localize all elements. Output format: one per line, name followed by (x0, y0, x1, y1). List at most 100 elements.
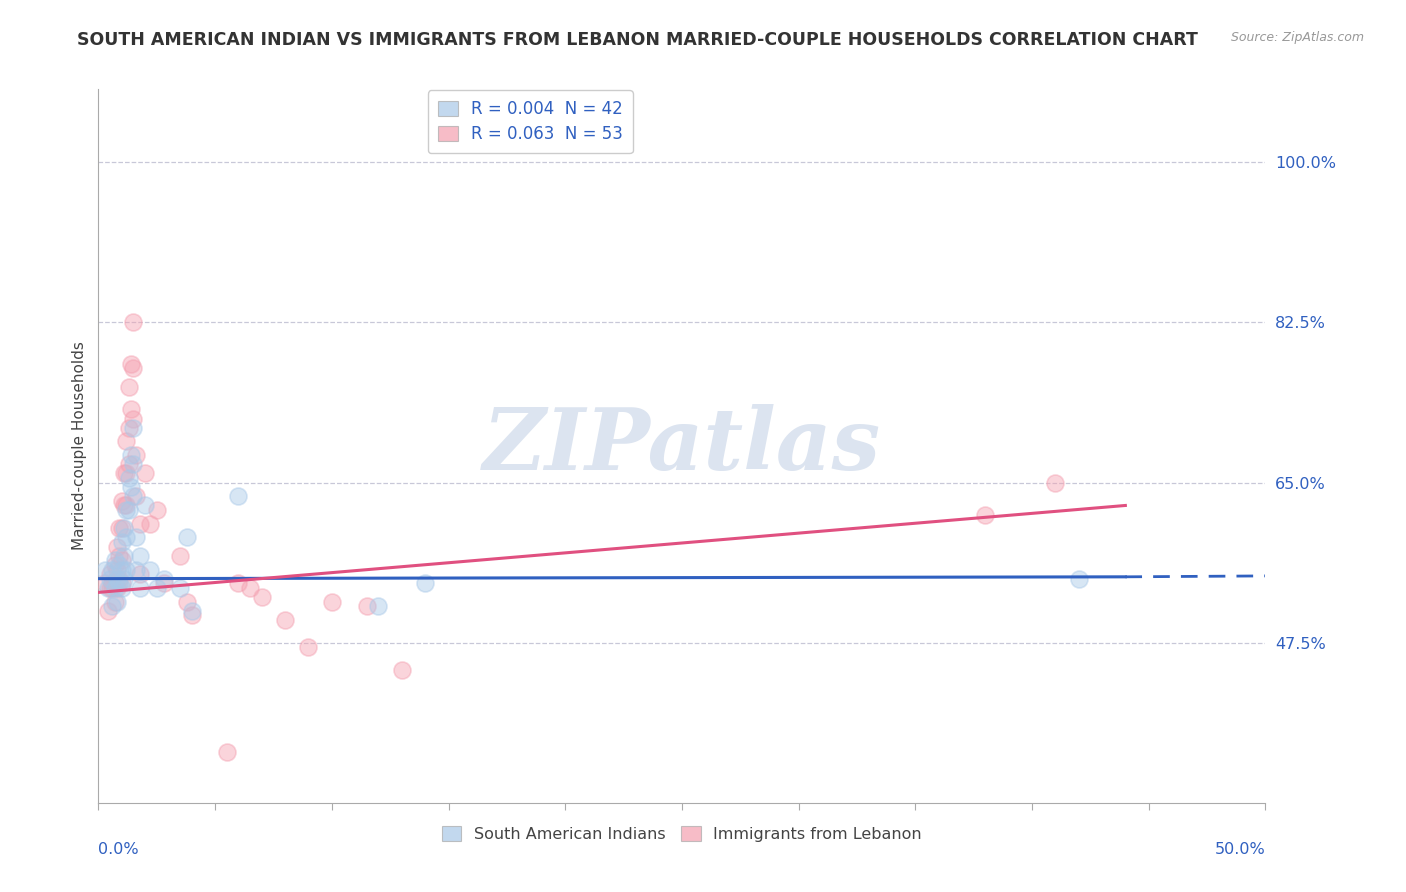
Point (108, 521, 131, 535)
Point (239, 581, 262, 595)
Point (146, 503, 169, 517)
Point (129, 549, 152, 563)
Point (105, 581, 128, 595)
Point (122, 361, 145, 376)
Point (112, 499, 135, 513)
Point (111, 562, 134, 576)
Point (111, 553, 134, 567)
Point (413, 576, 436, 591)
Point (122, 458, 145, 472)
Point (115, 562, 138, 576)
Point (180, 608, 202, 623)
Point (111, 581, 134, 595)
Point (104, 581, 127, 595)
Point (98, 567, 121, 582)
Point (139, 516, 162, 531)
Point (152, 576, 174, 591)
Point (112, 467, 135, 481)
Point (97, 581, 120, 595)
Point (321, 594, 343, 608)
Point (122, 489, 145, 503)
Point (118, 420, 141, 434)
Point (129, 516, 152, 531)
Point (97, 604, 120, 618)
Point (228, 576, 250, 591)
Point (180, 604, 202, 618)
Text: ZIPatlas: ZIPatlas (482, 404, 882, 488)
Point (176, 531, 198, 545)
Point (115, 467, 138, 481)
Point (112, 521, 135, 535)
Point (115, 434, 138, 449)
Point (101, 581, 124, 595)
Point (215, 746, 238, 760)
Point (112, 572, 135, 586)
Point (169, 581, 191, 595)
Point (120, 357, 142, 371)
Point (105, 562, 128, 576)
Point (125, 562, 148, 576)
Point (122, 316, 145, 330)
Point (108, 572, 131, 586)
Point (111, 494, 134, 508)
Point (104, 594, 127, 608)
Point (122, 420, 145, 434)
Point (120, 480, 142, 494)
Point (125, 489, 148, 503)
Point (115, 531, 138, 545)
Point (1067, 572, 1090, 586)
Point (98, 572, 121, 586)
Point (152, 572, 174, 586)
Point (356, 599, 378, 613)
Point (111, 576, 134, 591)
Point (105, 594, 128, 608)
Point (391, 663, 413, 677)
Point (111, 521, 134, 535)
Point (146, 581, 169, 595)
Point (120, 448, 142, 462)
Point (134, 467, 156, 481)
Point (120, 402, 142, 417)
Point (104, 553, 127, 567)
Point (108, 549, 131, 563)
Legend: South American Indians, Immigrants from Lebanon: South American Indians, Immigrants from … (436, 820, 928, 848)
Point (115, 503, 138, 517)
Point (98, 581, 121, 595)
Point (122, 411, 145, 425)
Point (112, 549, 135, 563)
Point (105, 572, 128, 586)
Point (974, 508, 997, 522)
Point (105, 540, 128, 554)
Point (94, 562, 117, 576)
Point (134, 499, 156, 513)
Point (108, 576, 131, 591)
Text: Source: ZipAtlas.com: Source: ZipAtlas.com (1230, 31, 1364, 45)
Point (118, 471, 141, 485)
Point (274, 613, 297, 627)
Point (125, 448, 148, 462)
Point (101, 599, 124, 613)
Point (111, 535, 134, 549)
Point (125, 531, 148, 545)
Point (129, 581, 152, 595)
Point (104, 558, 127, 572)
Point (115, 499, 138, 513)
Text: SOUTH AMERICAN INDIAN VS IMMIGRANTS FROM LEBANON MARRIED-COUPLE HOUSEHOLDS CORRE: SOUTH AMERICAN INDIAN VS IMMIGRANTS FROM… (77, 31, 1198, 49)
Point (297, 640, 319, 655)
Point (367, 599, 389, 613)
Point (108, 558, 131, 572)
Point (169, 549, 191, 563)
Point (118, 458, 141, 472)
Point (118, 379, 141, 393)
Point (228, 489, 250, 503)
Point (139, 562, 162, 576)
Point (101, 562, 124, 576)
Point (250, 590, 273, 604)
Point (129, 567, 152, 582)
Point (94, 576, 117, 591)
Y-axis label: Married-couple Households: Married-couple Households (72, 342, 87, 550)
Point (118, 503, 141, 517)
Point (101, 576, 124, 591)
Text: 0.0%: 0.0% (98, 842, 139, 856)
Point (1045, 475, 1067, 490)
